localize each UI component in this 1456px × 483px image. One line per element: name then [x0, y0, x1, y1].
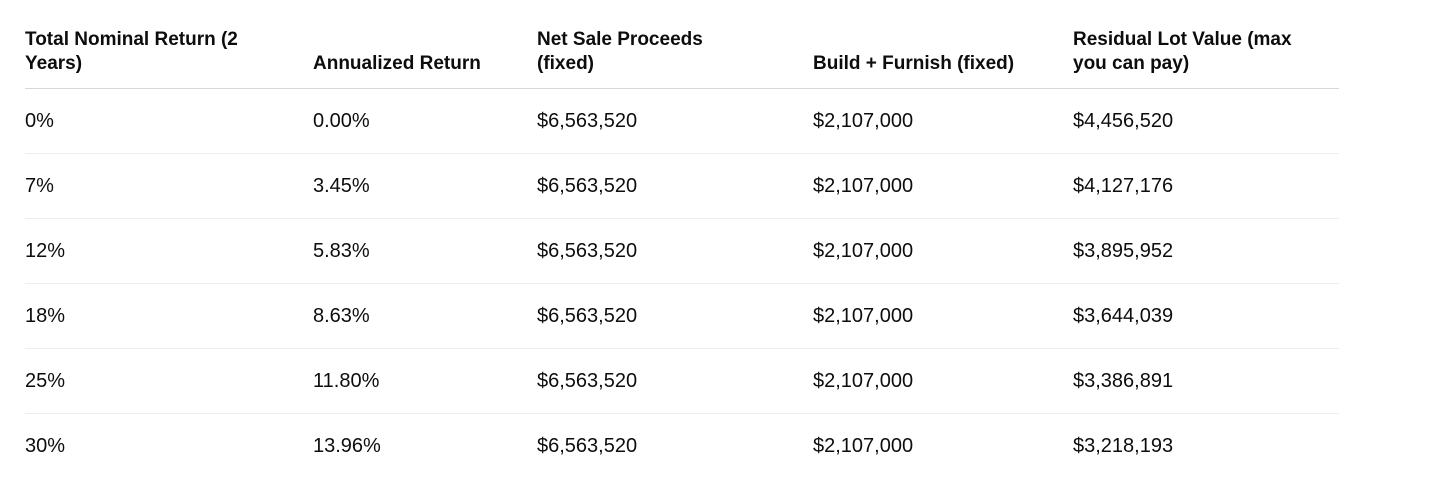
column-header-net-sale-proceeds: Net Sale Proceeds (fixed)	[537, 0, 813, 89]
table-cell-build-furnish: $2,107,000	[813, 218, 1073, 284]
table-row: 12% 5.83% $6,563,520 $2,107,000 $3,895,9…	[25, 218, 1339, 284]
table-cell-residual-lot: $3,386,891	[1073, 348, 1339, 414]
table-cell-annualized: 13.96%	[313, 435, 381, 457]
returns-scenario-table: Total Nominal Return (2 Years) Annualize…	[25, 0, 1339, 478]
returns-table-container: Total Nominal Return (2 Years) Annualize…	[25, 0, 1339, 478]
table-cell-build-furnish: $2,107,000	[813, 348, 1073, 414]
table-row: 7% 3.45% $6,563,520 $2,107,000 $4,127,17…	[25, 153, 1339, 219]
table-header-row: Total Nominal Return (2 Years) Annualize…	[25, 0, 1339, 89]
column-header-label: Net Sale Proceeds (fixed)	[537, 29, 703, 74]
table-cell-annualized: 11.80%	[313, 348, 537, 414]
table-cell-residual-lot: $3,644,039	[1073, 283, 1339, 349]
table-cell-build-furnish: $2,107,000	[813, 88, 1073, 154]
table-cell-net-proceeds: $6,563,520	[537, 348, 813, 414]
table-cell-total-return: 12%	[25, 218, 313, 284]
column-header-label: Annualized Return	[313, 53, 481, 74]
column-header-label: Residual Lot Value (max you can pay)	[1073, 29, 1292, 74]
table-cell-build-furnish: $2,107,000	[813, 283, 1073, 349]
table-cell-total-return: 0%	[25, 88, 313, 154]
table-cell-annualized: 8.63%	[313, 283, 537, 349]
column-header-residual-lot-value: Residual Lot Value (max you can pay)	[1073, 0, 1339, 89]
column-header-annualized-return: Annualized Return	[313, 0, 537, 89]
table-cell-net-proceeds: $6,563,520	[537, 283, 813, 349]
column-header-label: Build + Furnish (fixed)	[813, 53, 1015, 74]
column-header-build-furnish: Build + Furnish (fixed)	[813, 0, 1073, 89]
table-cell-residual-lot: $4,127,176	[1073, 153, 1339, 219]
column-header-total-nominal-return: Total Nominal Return (2 Years)	[25, 0, 313, 89]
table-cell-residual-lot: $3,218,193	[1073, 435, 1174, 457]
table-cell-annualized: 3.45%	[313, 153, 537, 219]
table-cell-net-proceeds: $6,563,520	[537, 88, 813, 154]
table-cell-total-return: 25%	[25, 348, 313, 414]
column-header-label: Total Nominal Return (2 Years)	[25, 29, 238, 74]
table-cell-net-proceeds: $6,563,520	[537, 435, 638, 457]
table-cell-residual-lot: $3,895,952	[1073, 218, 1339, 284]
table-cell-net-proceeds: $6,563,520	[537, 218, 813, 284]
table-row: 30% 13.96% $6,563,520 $2,107,000 $3,218,…	[25, 414, 1339, 479]
table-cell-build-furnish: $2,107,000	[813, 153, 1073, 219]
table-cell-residual-lot: $4,456,520	[1073, 88, 1339, 154]
table-cell-annualized: 5.83%	[313, 218, 537, 284]
table-row: 25% 11.80% $6,563,520 $2,107,000 $3,386,…	[25, 348, 1339, 414]
table-cell-annualized: 0.00%	[313, 88, 537, 154]
table-row: 18% 8.63% $6,563,520 $2,107,000 $3,644,0…	[25, 283, 1339, 349]
table-cell-total-return: 18%	[25, 283, 313, 349]
table-cell-total-return: 7%	[25, 153, 313, 219]
table-cell-total-return: 30%	[25, 435, 66, 457]
table-cell-build-furnish: $2,107,000	[813, 435, 914, 457]
table-row: 0% 0.00% $6,563,520 $2,107,000 $4,456,52…	[25, 88, 1339, 154]
table-cell-net-proceeds: $6,563,520	[537, 153, 813, 219]
table-body: 0% 0.00% $6,563,520 $2,107,000 $4,456,52…	[25, 88, 1339, 479]
